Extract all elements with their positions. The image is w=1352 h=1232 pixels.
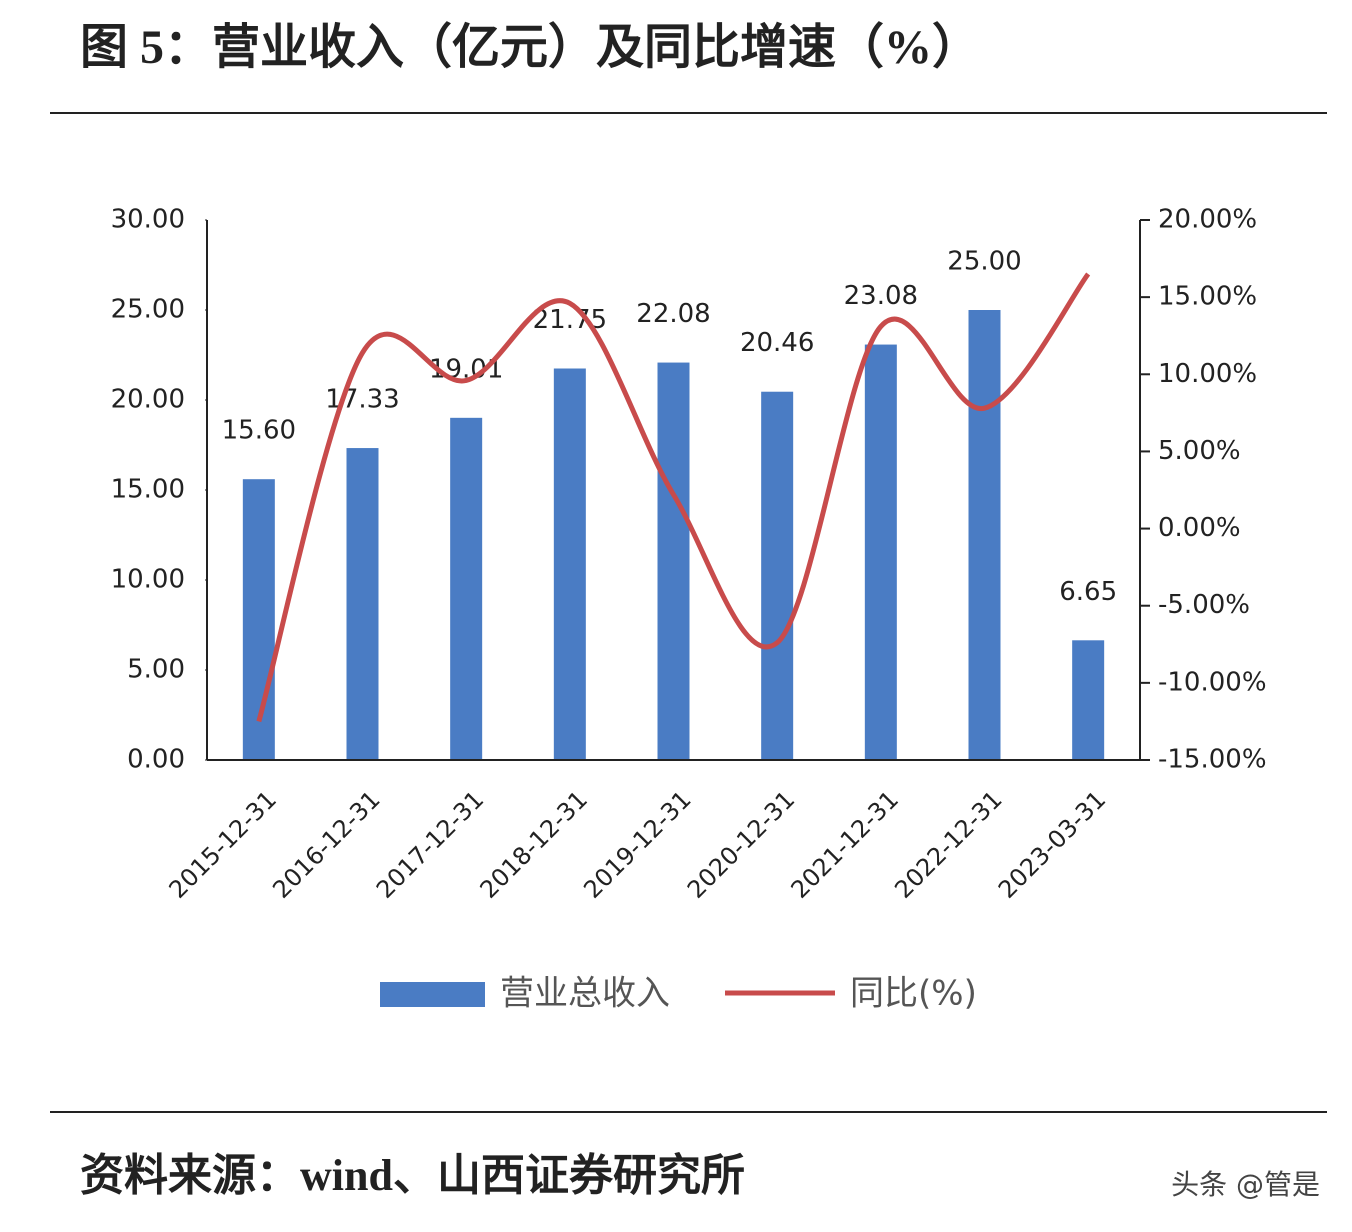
x-tick-label: 2023-03-31	[993, 785, 1111, 903]
bar	[864, 344, 897, 760]
y-tick-label: 10.00	[111, 565, 185, 595]
data-label: 15.60	[222, 416, 296, 446]
x-tick-label: 2015-12-31	[164, 785, 282, 903]
bar	[761, 391, 794, 760]
bar	[968, 310, 1001, 760]
x-tick-label: 2017-12-31	[371, 785, 489, 903]
legend-label: 营业总收入	[500, 974, 670, 1014]
line	[256, 272, 1091, 723]
bar	[1072, 640, 1105, 760]
x-tick-label: 2021-12-31	[786, 785, 904, 903]
legend-swatch	[380, 982, 485, 1007]
watermark: 头条 @管是	[1171, 1168, 1320, 1201]
y2-tick-label: 10.00%	[1158, 359, 1257, 389]
y2-tick-label: -10.00%	[1158, 667, 1267, 697]
source: 资料来源：wind、山西证券研究所	[80, 1151, 745, 1200]
y2-tick-label: 5.00%	[1158, 436, 1241, 466]
y2-tick-label: 20.00%	[1158, 205, 1257, 235]
bar	[657, 362, 690, 760]
bar	[553, 368, 586, 760]
data-label: 23.08	[844, 281, 918, 311]
y2-tick-label: -15.00%	[1158, 745, 1267, 775]
y-tick-label: 25.00	[111, 295, 185, 325]
x-tick-label: 2019-12-31	[578, 785, 696, 903]
bar	[346, 448, 379, 760]
x-tick-label: 2022-12-31	[889, 785, 1007, 903]
data-label: 20.46	[740, 328, 814, 358]
data-label: 6.65	[1059, 577, 1117, 607]
data-label: 17.33	[325, 385, 399, 415]
y-tick-label: 15.00	[111, 475, 185, 505]
x-tick-label: 2020-12-31	[682, 785, 800, 903]
y2-tick-label: -5.00%	[1158, 590, 1250, 620]
data-label: 25.00	[947, 247, 1021, 277]
y2-tick-label: 15.00%	[1158, 282, 1257, 312]
y2-tick-label: 0.00%	[1158, 513, 1241, 543]
data-label: 22.08	[636, 299, 710, 329]
legend-label: 同比(%)	[850, 974, 977, 1014]
y-tick-label: 5.00	[127, 655, 185, 685]
x-tick-label: 2018-12-31	[475, 785, 593, 903]
title: 图 5：营业收入（亿元）及同比增速（%）	[80, 21, 980, 74]
x-tick-label: 2016-12-31	[267, 785, 385, 903]
bar	[450, 417, 483, 760]
y-tick-label: 0.00	[127, 745, 185, 775]
y-tick-label: 30.00	[111, 205, 185, 235]
y-tick-label: 20.00	[111, 385, 185, 415]
